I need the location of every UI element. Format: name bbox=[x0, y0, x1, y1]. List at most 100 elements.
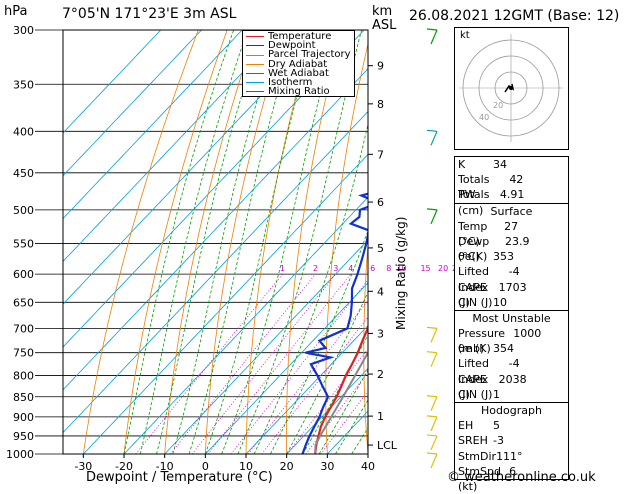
wet-adiabat-line bbox=[172, 30, 279, 454]
stats-row: θe (K) 354 bbox=[455, 341, 568, 356]
wet-adiabat-line bbox=[188, 30, 297, 454]
wind-barb-flag bbox=[426, 208, 438, 211]
x-tick-label: -30 bbox=[74, 460, 92, 473]
wind-barb bbox=[430, 328, 438, 343]
stats-row-label: Lifted Index bbox=[458, 265, 489, 294]
stats-row: Lifted Index -4 bbox=[455, 264, 568, 294]
mixing-ratio-line bbox=[247, 299, 368, 454]
mixing-ratio-line bbox=[170, 273, 316, 454]
stats-row-label: Dewp (°C) bbox=[458, 234, 490, 264]
dry-adiabat-line bbox=[286, 30, 343, 454]
stats-row: K 34 bbox=[455, 157, 568, 172]
pressure-tick-label: 650 bbox=[13, 296, 34, 309]
dry-adiabat-line bbox=[569, 30, 612, 454]
stats-row: CIN (J) 10 bbox=[455, 295, 568, 310]
km-tick-label: LCL bbox=[377, 439, 398, 452]
mixing-ratio-line bbox=[261, 316, 368, 454]
hodo-ring-label: 20 bbox=[493, 101, 503, 110]
isotherm-line bbox=[63, 30, 324, 305]
stats-row-label: EH bbox=[458, 419, 474, 433]
mixing-ratio-label: 1 bbox=[280, 264, 285, 273]
stats-row-label: K bbox=[458, 158, 466, 171]
stats-row-value: 353 bbox=[493, 250, 514, 264]
stats-row-value: 23.9 bbox=[505, 234, 530, 248]
legend-swatch bbox=[246, 36, 264, 38]
isotherm-line bbox=[83, 153, 368, 454]
hodo-ring-label: 40 bbox=[479, 113, 489, 122]
wet-adiabat-line bbox=[237, 30, 362, 454]
x-tick-label: -20 bbox=[115, 460, 133, 473]
stats-row-value: -3 bbox=[493, 434, 504, 448]
stats-row-value: 1703 bbox=[498, 280, 527, 294]
km-tick-label: 6 bbox=[377, 196, 384, 209]
wet-adiabat-line bbox=[270, 229, 368, 454]
stats-row-value: 2038 bbox=[498, 372, 527, 386]
wind-barb bbox=[430, 209, 438, 225]
legend-label: Isotherm bbox=[268, 77, 313, 89]
isotherm-line bbox=[123, 196, 368, 454]
isotherm-line bbox=[205, 282, 368, 454]
stats-row: Pressure (mb) 1000 bbox=[455, 326, 568, 355]
pressure-tick-label: 1000 bbox=[6, 448, 34, 461]
mixing-ratio-label: 6 bbox=[370, 264, 375, 273]
legend-label: Dewpoint bbox=[268, 40, 316, 52]
stats-section-title: Hodograph bbox=[455, 402, 568, 418]
wind-barb bbox=[430, 131, 438, 146]
dry-adiabat-line bbox=[600, 30, 629, 454]
km-tick-label: 3 bbox=[377, 327, 384, 340]
legend-swatch bbox=[246, 54, 264, 56]
credit: © weatheronline.co.uk bbox=[447, 470, 596, 485]
km-tick-label: 1 bbox=[377, 410, 384, 423]
stats-row-label: θe(K) bbox=[458, 250, 488, 264]
legend: Temperature Dewpoint Parcel Trajectory Dry … bbox=[242, 30, 355, 98]
isotherm-line bbox=[63, 30, 202, 177]
dry-adiabat-line bbox=[363, 239, 368, 454]
legend-item: Dewpoint bbox=[246, 40, 351, 52]
km-tick-label: 9 bbox=[377, 60, 384, 73]
stats-row-value: -4 bbox=[508, 357, 520, 371]
dry-adiabat-line bbox=[123, 30, 228, 454]
wind-barb bbox=[430, 453, 438, 469]
wet-adiabat-line bbox=[204, 30, 316, 454]
stats-panel: K 34 Totals Totals 42 PW (cm) 4.91 Surface Temp… bbox=[454, 156, 569, 493]
x-tick-label: 0 bbox=[202, 460, 209, 473]
stats-row-value: 34 bbox=[493, 158, 507, 171]
mixing-ratio-label: 10 bbox=[396, 264, 406, 273]
stats-row-label: CAPE (J) bbox=[458, 372, 487, 401]
hpa-label: hPa bbox=[4, 4, 28, 19]
stats-row: Lifted Index -4 bbox=[455, 356, 568, 385]
legend-swatch bbox=[246, 82, 264, 84]
mixing-ratio-label: 2 bbox=[313, 264, 318, 273]
wind-barb bbox=[430, 396, 438, 412]
wind-barb-flag bbox=[426, 452, 438, 455]
pressure-tick-label: 500 bbox=[13, 204, 34, 217]
pressure-tick-label: 600 bbox=[13, 268, 34, 281]
wet-adiabat-line bbox=[302, 334, 368, 454]
stats-row: CAPE (J) 2038 bbox=[455, 372, 568, 401]
x-tick-label: 10 bbox=[239, 460, 253, 473]
wind-barb-flag bbox=[426, 28, 438, 31]
dry-adiabat-line bbox=[82, 30, 199, 454]
stats-section-title: Surface bbox=[455, 202, 568, 219]
stats-row-label: Temp (°C) bbox=[458, 219, 488, 248]
mixing-ratio-label: 20 bbox=[438, 264, 448, 273]
pressure-tick-label: 850 bbox=[13, 391, 34, 404]
stats-row-value: 42 bbox=[509, 173, 524, 187]
pressure-tick-label: 550 bbox=[13, 237, 34, 250]
mixing-ratio-label: 8 bbox=[386, 264, 391, 273]
stats-row: EH 5 bbox=[455, 418, 568, 433]
stats-row-value: -4 bbox=[508, 265, 520, 279]
stats-row: SREH -3 bbox=[455, 433, 568, 448]
series-dewpoint bbox=[301, 192, 368, 454]
stats-row-label: SREH bbox=[458, 434, 488, 448]
pressure-tick-label: 450 bbox=[13, 167, 34, 180]
wet-adiabat-line bbox=[156, 30, 263, 454]
hodo-storm-marker bbox=[509, 86, 513, 90]
stats-row: Temp (°C) 27 bbox=[455, 219, 568, 248]
wet-adiabat-line bbox=[335, 399, 368, 454]
legend-swatch bbox=[246, 91, 264, 93]
stats-row-label: CIN (J) bbox=[458, 387, 493, 401]
mixing-ratio-label: 4 bbox=[348, 264, 353, 273]
